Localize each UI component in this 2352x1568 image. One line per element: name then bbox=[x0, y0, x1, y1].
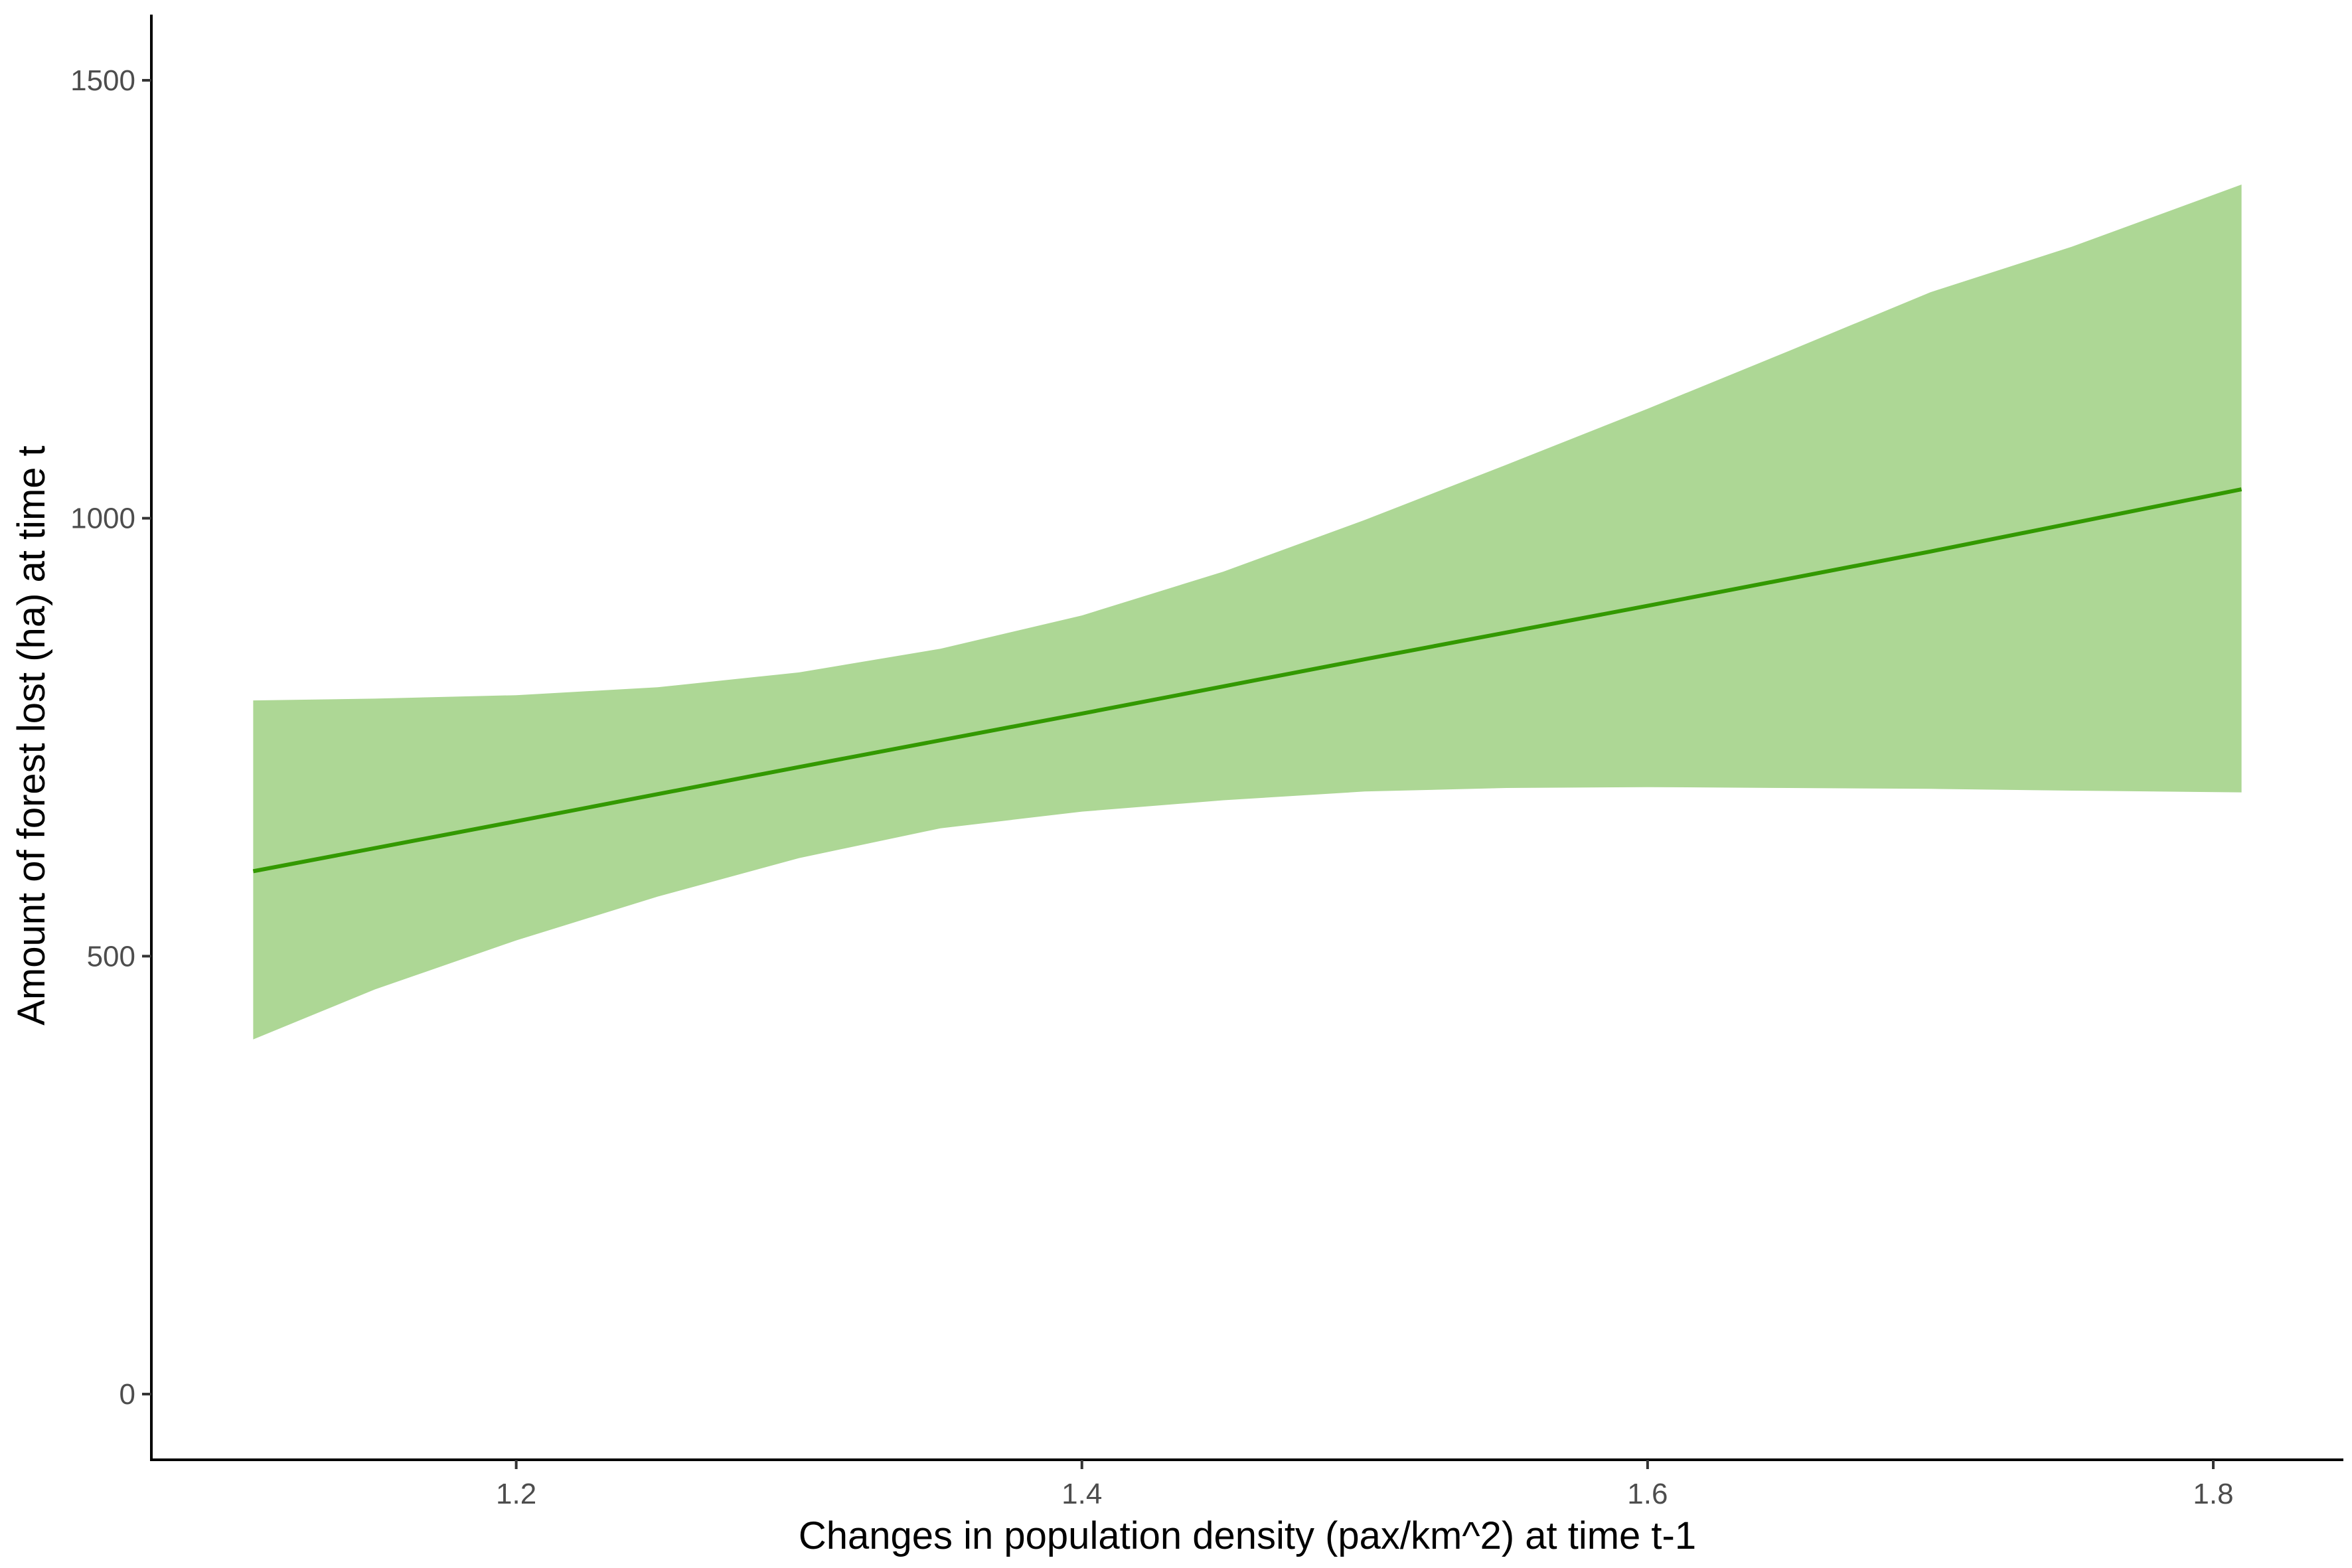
y-axis-title: Amount of forest lost (ha) at time t bbox=[10, 445, 53, 1026]
y-tick-label: 0 bbox=[119, 1378, 135, 1411]
y-tick-label: 500 bbox=[87, 940, 135, 973]
y-tick-label: 1500 bbox=[70, 64, 135, 97]
x-axis-title: Changes in population density (pax/km^2)… bbox=[799, 1514, 1696, 1557]
x-tick-label: 1.4 bbox=[1061, 1478, 1102, 1510]
plot-area bbox=[252, 185, 2242, 1040]
y-axis-ticks: 0 500 1000 1500 bbox=[70, 64, 151, 1411]
confidence-band bbox=[253, 185, 2242, 1040]
x-axis-ticks: 1.2 1.4 1.6 1.8 bbox=[496, 1460, 2234, 1510]
y-tick-label: 1000 bbox=[70, 503, 135, 535]
x-tick-label: 1.8 bbox=[2193, 1478, 2233, 1510]
x-tick-label: 1.6 bbox=[1627, 1478, 1668, 1510]
x-tick-label: 1.2 bbox=[496, 1478, 536, 1510]
fitted-line bbox=[252, 487, 2242, 874]
